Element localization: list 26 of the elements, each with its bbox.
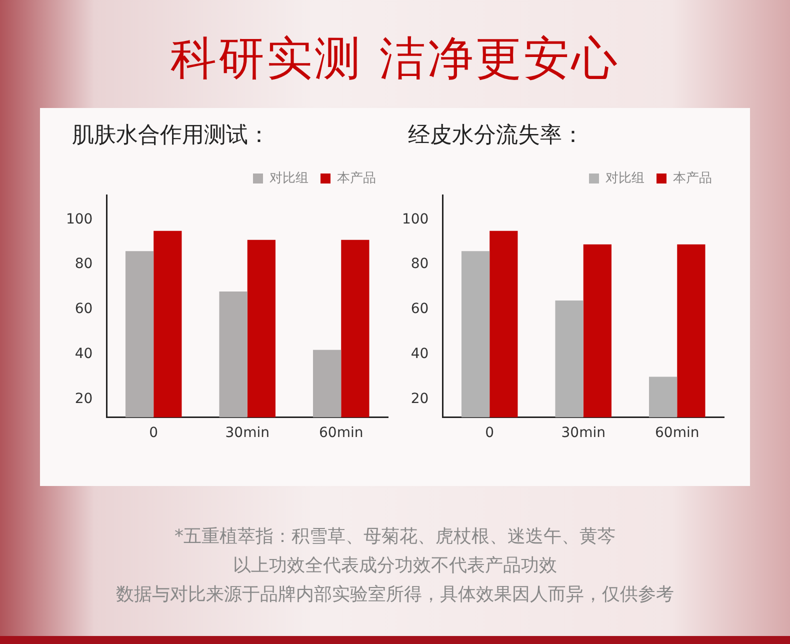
y-tick-label: 80 [74, 256, 93, 272]
y-tick-label: 20 [74, 390, 93, 407]
x-tick-label: 30min [561, 425, 606, 442]
y-tick-label: 20 [410, 390, 429, 407]
chart-title: 经皮水分流失率： [408, 122, 585, 150]
x-tick-label: 0 [485, 425, 494, 442]
legend-label: 本产品 [673, 170, 712, 186]
text: *五重植萃指：积雪草、母菊花、虎杖根、迷迭午、黄芩 [174, 525, 616, 549]
legend-label: 对比组 [270, 170, 308, 186]
legend-label: 本产品 [337, 170, 376, 186]
x-tick-label: 0 [149, 425, 158, 442]
text: 以上功效全代表成分功效不代表产品功效 [232, 554, 558, 578]
text: 科研实测 洁净更安心 [170, 30, 620, 87]
text: 数据与对比来源于品牌内部实验室所得，具体效果因人而异，仅供参考 [115, 583, 675, 607]
chart-title: 肌肤水合作用测试： [72, 122, 271, 150]
y-tick-label: 40 [74, 346, 93, 362]
x-tick-label: 60min [655, 425, 700, 442]
y-tick-label: 80 [410, 256, 429, 272]
x-tick-label: 30min [225, 425, 270, 442]
legend-label: 对比组 [606, 170, 644, 186]
y-tick-label: 60 [74, 301, 93, 318]
y-tick-label: 60 [410, 301, 429, 318]
y-tick-label: 100 [66, 211, 93, 228]
x-tick-label: 60min [319, 425, 364, 442]
y-tick-label: 100 [402, 211, 429, 228]
y-tick-label: 40 [410, 346, 429, 362]
